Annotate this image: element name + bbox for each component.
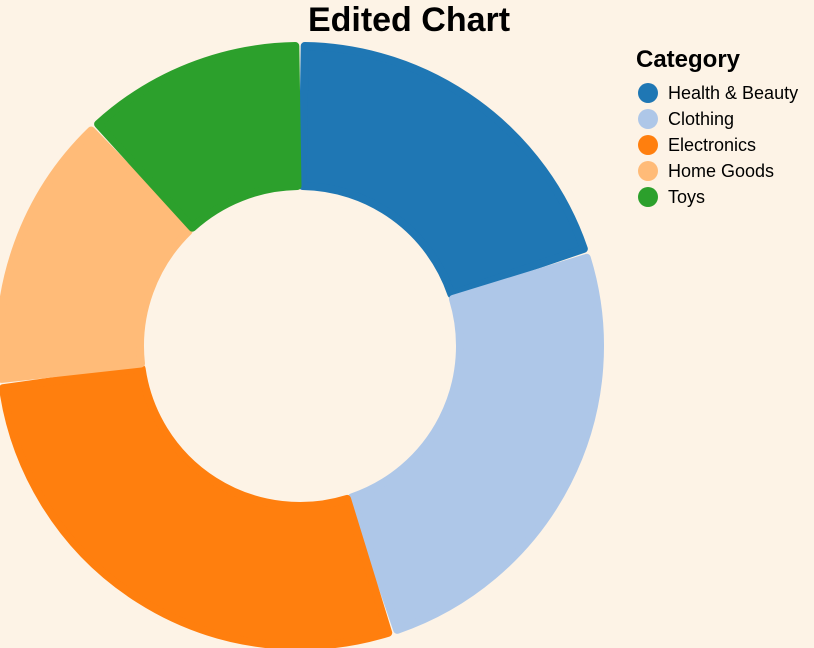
legend-swatch xyxy=(638,135,658,155)
legend-items: Health & Beauty Clothing Electronics Home G… xyxy=(636,80,798,210)
slice-electronics xyxy=(0,364,393,648)
slice-toys xyxy=(94,42,302,232)
legend-label: Clothing xyxy=(668,108,735,129)
legend-label: Health & Beauty xyxy=(668,82,799,103)
legend-swatch xyxy=(638,187,658,207)
slice-home-goods xyxy=(0,126,193,383)
legend-title: Category xyxy=(636,46,741,73)
legend-item-home-goods: Home Goods xyxy=(636,158,798,184)
legend: Category Health & Beauty Clothing Electron… xyxy=(636,46,798,210)
legend-item-toys: Toys xyxy=(636,184,798,210)
slice-health-beauty xyxy=(298,42,588,299)
legend-swatch xyxy=(638,83,658,103)
legend-label: Home Goods xyxy=(668,160,775,181)
legend-swatch xyxy=(638,161,658,181)
slice-clothing xyxy=(347,253,604,634)
legend-label: Electronics xyxy=(668,134,757,155)
legend-label: Toys xyxy=(668,186,706,207)
legend-swatch xyxy=(638,109,658,129)
legend-item-clothing: Clothing xyxy=(636,106,798,132)
legend-item-health-beauty: Health & Beauty xyxy=(636,80,798,106)
legend-item-electronics: Electronics xyxy=(636,132,798,158)
